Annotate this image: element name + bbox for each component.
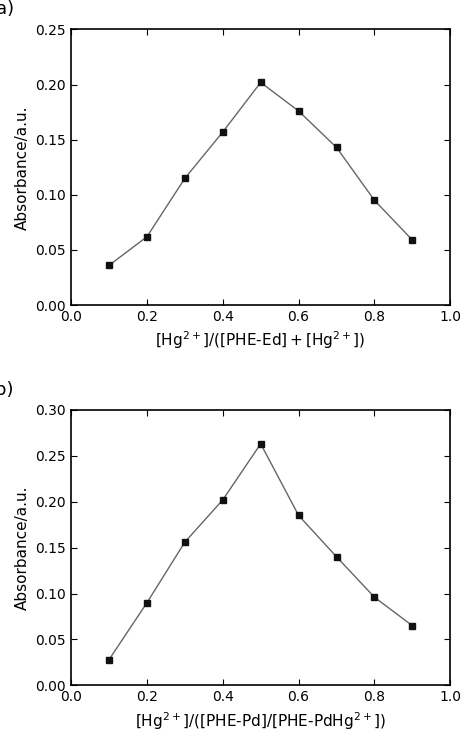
Y-axis label: Absorbance/a.u.: Absorbance/a.u. xyxy=(15,486,30,609)
Y-axis label: Absorbance/a.u.: Absorbance/a.u. xyxy=(15,105,30,229)
Text: (b): (b) xyxy=(0,381,14,399)
X-axis label: $[\mathrm{Hg}^{2+}]/([\mathrm{PHE\text{-}Ed}]+[\mathrm{Hg}^{2+}])$: $[\mathrm{Hg}^{2+}]/([\mathrm{PHE\text{-… xyxy=(155,329,366,352)
Text: (a): (a) xyxy=(0,1,14,18)
X-axis label: $[\mathrm{Hg}^{2+}]/([\mathrm{PHE\text{-}Pd}]/[\mathrm{PHE\text{-}PdHg}^{2+}])$: $[\mathrm{Hg}^{2+}]/([\mathrm{PHE\text{-… xyxy=(135,710,386,732)
